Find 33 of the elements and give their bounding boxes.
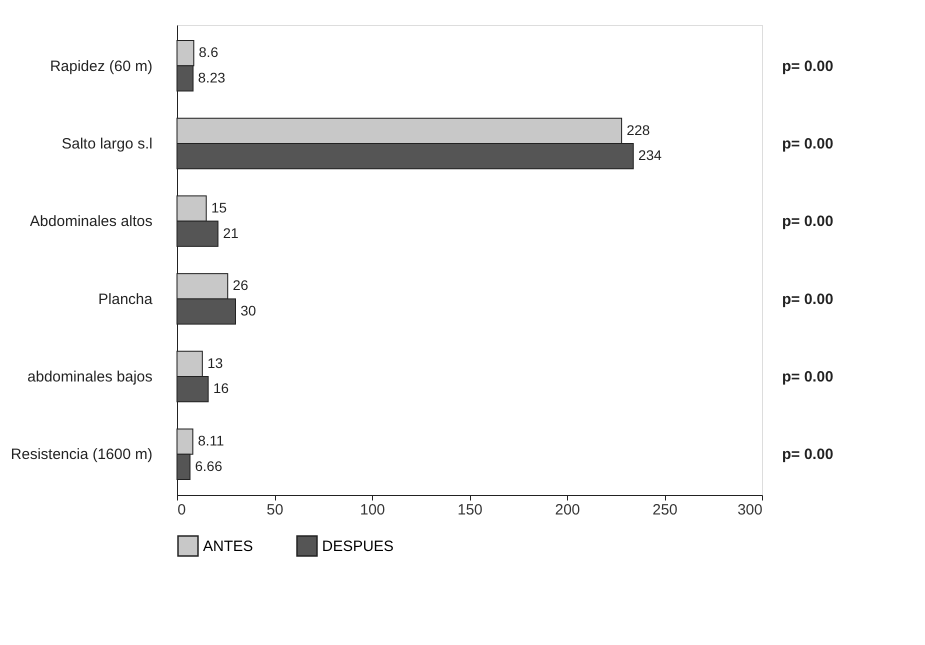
data-label: 228 — [626, 122, 650, 138]
text: p= 0.00 — [782, 368, 834, 386]
data-label: 6.66 — [194, 458, 222, 474]
x-tick-label: 50 — [266, 502, 284, 518]
data-label: 8.23 — [198, 69, 226, 86]
text: p= 0.00 — [782, 290, 834, 308]
x-tick-label: 200 — [554, 502, 580, 518]
text: p= 0.00 — [782, 58, 834, 75]
legend-label: ANTES — [203, 538, 254, 555]
text: p= 0.00 — [782, 213, 834, 230]
data-label: 30 — [240, 302, 256, 318]
x-tick-label: 0 — [178, 502, 186, 518]
y-tick-label: Rapidez (60 m) — [50, 58, 152, 75]
y-tick-label: Salto largo s.l — [62, 135, 152, 152]
x-tick-label: 250 — [652, 502, 678, 518]
y-tick-label: Resistencia (1600 m) — [10, 446, 152, 464]
text: p= 0.00 — [782, 135, 834, 152]
data-label: 26 — [232, 277, 248, 294]
y-tick-label: Abdominales altos — [30, 213, 152, 230]
x-tick-label: 300 — [737, 502, 762, 518]
data-label: 8.6 — [198, 44, 218, 60]
data-label: 8.11 — [198, 432, 224, 449]
legend-label: DESPUES — [322, 538, 394, 555]
x-tick-label: 100 — [360, 502, 386, 518]
x-tick-label: 150 — [457, 502, 483, 518]
y-tick-label: Plancha — [98, 290, 154, 308]
data-label: 15 — [211, 200, 228, 216]
y-tick-label: abdominales bajos — [27, 368, 152, 386]
data-label: 21 — [222, 224, 239, 241]
data-label: 13 — [207, 354, 224, 371]
text: p= 0.00 — [782, 446, 834, 464]
data-label: 16 — [213, 380, 229, 396]
data-label: 234 — [638, 147, 662, 164]
